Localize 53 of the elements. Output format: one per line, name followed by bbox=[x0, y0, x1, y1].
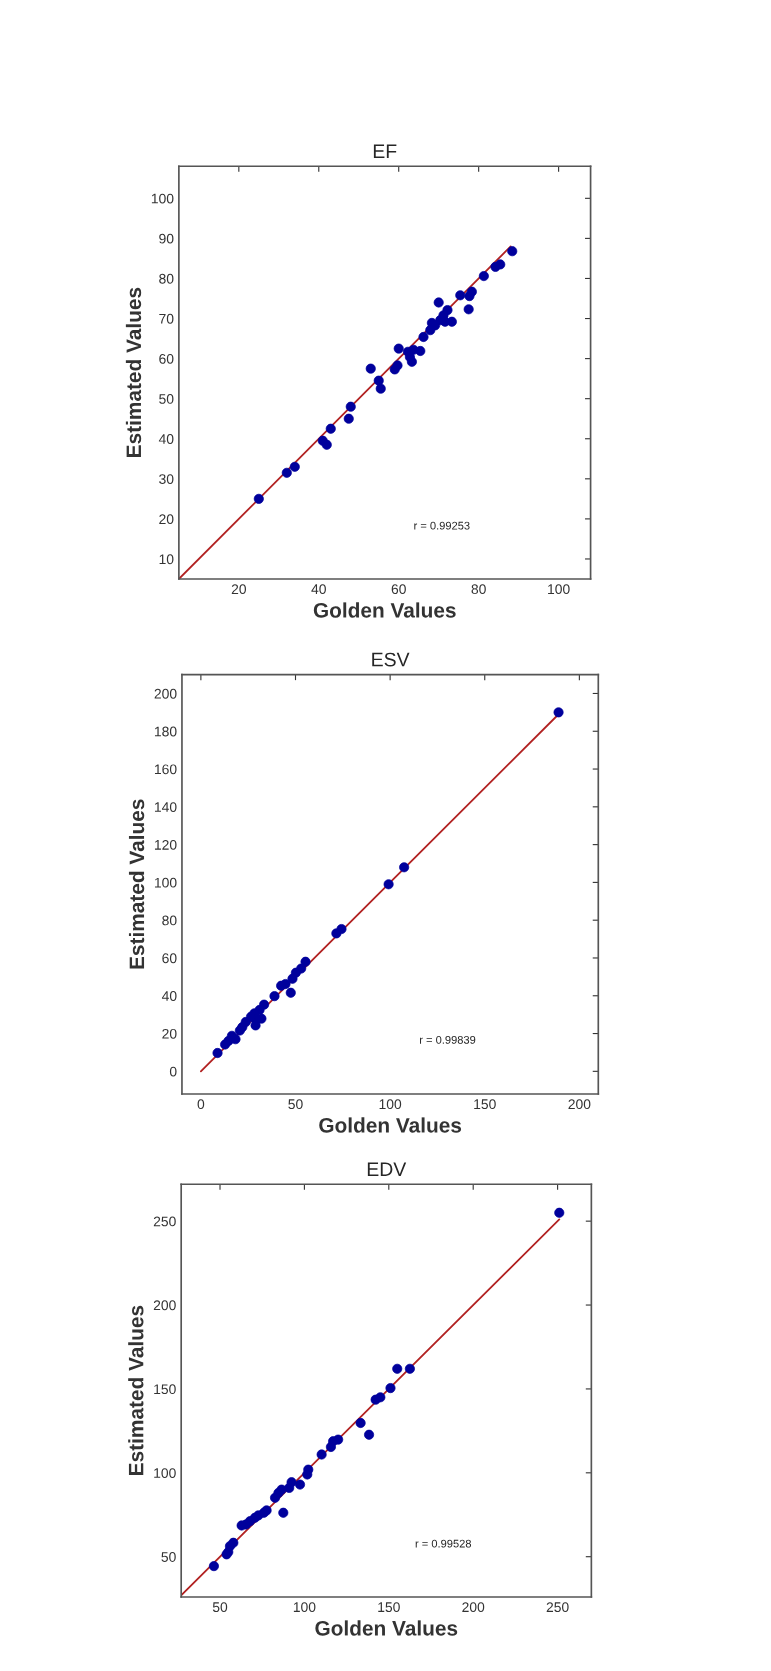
y-tick-label: 60 bbox=[162, 953, 177, 964]
y-tick-label: 100 bbox=[154, 877, 177, 888]
x-tick-label: 50 bbox=[212, 1602, 228, 1613]
y-tick-label: 200 bbox=[153, 1300, 176, 1311]
annotation: r = 0.99839 bbox=[420, 1035, 476, 1044]
y-tick-label: 40 bbox=[161, 991, 177, 1001]
x-tick-label: 250 bbox=[546, 1602, 569, 1613]
annotation: r = 0.99253 bbox=[414, 521, 470, 530]
x-tick-label: 50 bbox=[288, 1099, 303, 1110]
x-tick-label: 40 bbox=[311, 584, 326, 595]
y-tick-label: 30 bbox=[159, 474, 174, 484]
y-axis-title: Estimated Values bbox=[128, 799, 145, 969]
x-tick-label: 60 bbox=[391, 584, 406, 595]
x-tick-label: 150 bbox=[474, 1099, 496, 1110]
chart-title: EF bbox=[373, 144, 397, 158]
y-tick-label: 10 bbox=[159, 554, 174, 565]
y-tick-label: 70 bbox=[159, 313, 174, 324]
y-tick-label: 20 bbox=[162, 1028, 177, 1039]
x-tick-label: 100 bbox=[548, 584, 570, 595]
y-tick-label: 200 bbox=[154, 688, 177, 699]
x-axis-title: Golden Values bbox=[319, 1117, 462, 1133]
x-tick-label: 100 bbox=[379, 1099, 402, 1110]
chart-title: EDV bbox=[367, 1162, 407, 1176]
y-tick-label: 40 bbox=[158, 434, 174, 444]
y-tick-label: 50 bbox=[159, 394, 174, 404]
y-tick-label: 180 bbox=[154, 726, 177, 737]
y-tick-label: 20 bbox=[159, 514, 174, 525]
y-tick-label: 80 bbox=[159, 273, 174, 284]
x-tick-label: 100 bbox=[293, 1602, 316, 1613]
y-tick-label: 90 bbox=[159, 233, 174, 244]
annotation: r = 0.99528 bbox=[415, 1539, 472, 1548]
y-tick-label: 60 bbox=[159, 353, 174, 364]
x-tick-label: 200 bbox=[568, 1099, 591, 1110]
y-tick-label: 100 bbox=[151, 193, 174, 204]
x-tick-label: 200 bbox=[462, 1602, 485, 1613]
x-axis-title: Golden Values bbox=[315, 1620, 458, 1636]
y-axis-title: Estimated Values bbox=[125, 287, 142, 457]
x-tick-label: 80 bbox=[471, 584, 486, 595]
x-tick-label: 0 bbox=[197, 1099, 205, 1110]
y-tick-label: 140 bbox=[154, 802, 177, 812]
x-axis-title: Golden Values bbox=[313, 602, 456, 618]
y-tick-label: 50 bbox=[161, 1552, 176, 1562]
y-tick-label: 120 bbox=[154, 839, 177, 850]
y-axis-title: Estimated Values bbox=[128, 1305, 144, 1475]
y-tick-label: 150 bbox=[154, 1384, 176, 1395]
y-tick-label: 0 bbox=[169, 1066, 177, 1077]
y-tick-label: 80 bbox=[162, 915, 177, 926]
x-tick-label: 20 bbox=[231, 584, 247, 595]
y-tick-label: 100 bbox=[154, 1468, 176, 1478]
y-tick-label: 160 bbox=[154, 764, 177, 775]
y-tick-label: 250 bbox=[153, 1216, 176, 1227]
chart-title: ESV bbox=[372, 652, 410, 667]
x-tick-label: 150 bbox=[378, 1602, 400, 1613]
